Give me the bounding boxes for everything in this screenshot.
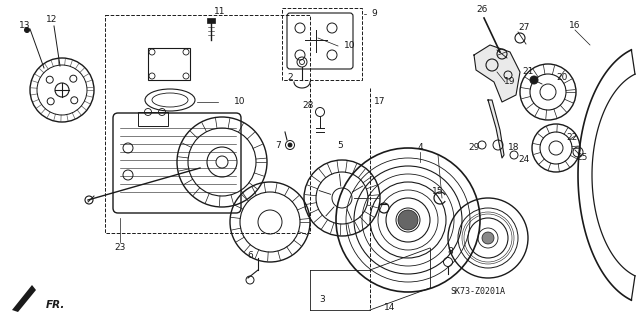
Text: 18: 18 <box>508 144 520 152</box>
Text: 11: 11 <box>214 6 226 16</box>
Bar <box>138 112 168 126</box>
Text: 14: 14 <box>384 303 396 313</box>
Circle shape <box>530 76 538 84</box>
Text: 24: 24 <box>518 155 530 165</box>
Text: 6: 6 <box>247 250 253 259</box>
Text: FR.: FR. <box>46 300 65 310</box>
Bar <box>105 15 310 233</box>
Text: 17: 17 <box>374 98 386 107</box>
Text: 25: 25 <box>576 153 588 162</box>
Text: 10: 10 <box>344 41 356 50</box>
Text: 26: 26 <box>476 5 488 14</box>
Text: 20: 20 <box>556 73 568 83</box>
Circle shape <box>482 232 494 244</box>
Circle shape <box>24 27 29 33</box>
Text: 7: 7 <box>275 140 281 150</box>
Bar <box>282 8 362 80</box>
Text: 19: 19 <box>504 78 516 86</box>
Text: 9: 9 <box>371 10 377 19</box>
Bar <box>207 18 215 23</box>
Text: 29: 29 <box>468 144 480 152</box>
Text: 2: 2 <box>287 73 293 83</box>
Text: 12: 12 <box>46 16 58 25</box>
Text: SK73-Z0201A: SK73-Z0201A <box>451 287 506 296</box>
Text: 4: 4 <box>417 144 423 152</box>
Text: 3: 3 <box>319 295 325 305</box>
Text: 16: 16 <box>569 20 580 29</box>
Text: 28: 28 <box>302 100 314 109</box>
Text: 15: 15 <box>432 188 444 197</box>
Text: 10: 10 <box>234 98 246 107</box>
Polygon shape <box>474 45 520 102</box>
Polygon shape <box>488 100 504 158</box>
Text: 23: 23 <box>115 243 125 253</box>
Circle shape <box>288 143 292 147</box>
Text: 22: 22 <box>566 133 578 143</box>
Text: 27: 27 <box>518 24 530 33</box>
Circle shape <box>216 156 228 168</box>
Text: 5: 5 <box>337 140 343 150</box>
Text: 13: 13 <box>19 20 31 29</box>
Text: 21: 21 <box>522 68 534 77</box>
Polygon shape <box>12 285 36 312</box>
Circle shape <box>398 210 418 230</box>
Text: 8: 8 <box>447 248 453 256</box>
